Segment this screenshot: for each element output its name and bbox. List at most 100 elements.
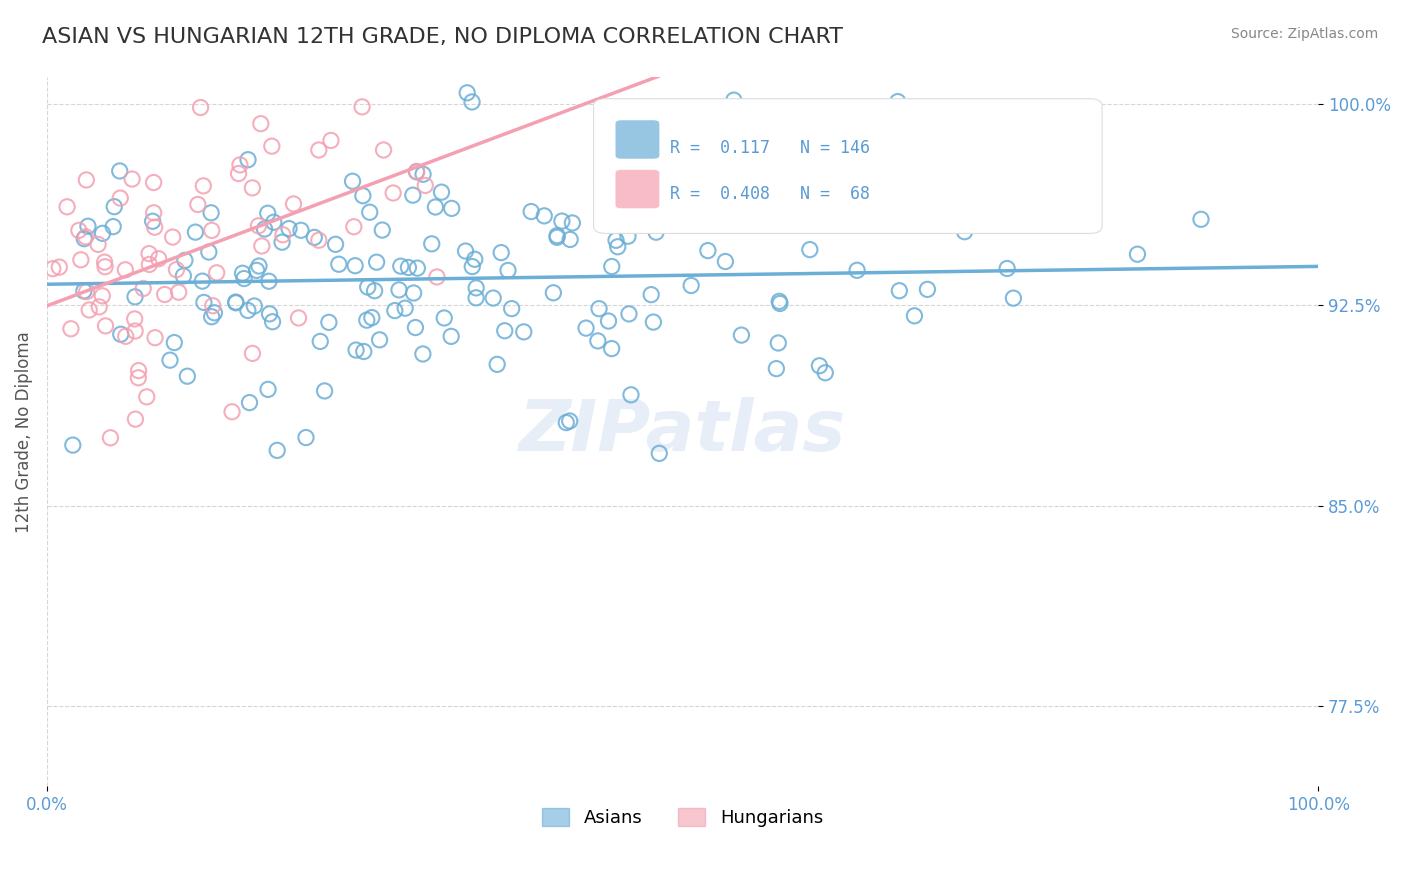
Point: [328, 257, 350, 271]
Point: [561, 216, 583, 230]
Point: [128, 363, 150, 377]
Point: [600, 342, 623, 356]
Point: [461, 260, 484, 274]
Point: [250, 239, 273, 253]
Y-axis label: 12th Grade, No Diploma: 12th Grade, No Diploma: [15, 331, 32, 533]
Point: [501, 301, 523, 316]
Point: [352, 100, 374, 114]
Point: [162, 230, 184, 244]
Point: [271, 235, 294, 250]
Point: [605, 233, 627, 247]
Text: R =  0.408   N =  68: R = 0.408 N = 68: [669, 186, 870, 203]
Point: [546, 230, 568, 244]
Point: [546, 228, 568, 243]
Point: [263, 215, 285, 229]
Point: [114, 329, 136, 343]
Point: [257, 383, 280, 397]
Point: [172, 268, 194, 283]
Point: [389, 259, 412, 273]
Point: [643, 315, 665, 329]
Point: [404, 320, 426, 334]
Point: [808, 359, 831, 373]
Point: [496, 263, 519, 277]
Point: [371, 223, 394, 237]
Text: Source: ZipAtlas.com: Source: ZipAtlas.com: [1230, 27, 1378, 41]
Point: [464, 252, 486, 267]
Point: [430, 185, 453, 199]
Point: [77, 302, 100, 317]
Point: [586, 334, 609, 348]
Point: [132, 281, 155, 295]
Point: [266, 443, 288, 458]
Point: [482, 291, 505, 305]
Point: [513, 325, 536, 339]
Point: [225, 295, 247, 310]
Point: [440, 329, 463, 343]
Point: [200, 206, 222, 220]
Point: [555, 416, 578, 430]
Point: [221, 405, 243, 419]
Point: [769, 296, 792, 310]
Point: [236, 153, 259, 167]
Point: [242, 346, 264, 360]
Point: [124, 412, 146, 426]
Point: [153, 287, 176, 301]
Point: [425, 200, 447, 214]
Text: ZIPatlas: ZIPatlas: [519, 398, 846, 467]
Point: [110, 327, 132, 342]
Point: [560, 232, 582, 246]
Point: [413, 178, 436, 193]
Point: [124, 290, 146, 304]
Point: [94, 260, 117, 274]
Point: [344, 343, 367, 357]
Point: [465, 291, 488, 305]
FancyBboxPatch shape: [616, 169, 659, 209]
Point: [159, 353, 181, 368]
Point: [91, 289, 114, 303]
Point: [520, 204, 543, 219]
Point: [87, 237, 110, 252]
Point: [176, 369, 198, 384]
Point: [108, 164, 131, 178]
Point: [70, 252, 93, 267]
Point: [233, 271, 256, 285]
Point: [551, 214, 574, 228]
Point: [201, 310, 224, 324]
Point: [174, 253, 197, 268]
Point: [730, 328, 752, 343]
Point: [394, 301, 416, 316]
Point: [889, 284, 911, 298]
Point: [768, 336, 790, 351]
Point: [59, 322, 82, 336]
Point: [575, 321, 598, 335]
Point: [204, 306, 226, 320]
Point: [93, 255, 115, 269]
Point: [696, 244, 718, 258]
Point: [620, 388, 643, 402]
Point: [167, 285, 190, 300]
Point: [325, 237, 347, 252]
Point: [287, 310, 309, 325]
Point: [352, 188, 374, 202]
Point: [201, 299, 224, 313]
Point: [283, 197, 305, 211]
Point: [56, 200, 79, 214]
Point: [1126, 247, 1149, 261]
Point: [193, 178, 215, 193]
Point: [396, 260, 419, 275]
Point: [308, 143, 330, 157]
Point: [765, 361, 787, 376]
Text: ASIAN VS HUNGARIAN 12TH GRADE, NO DIPLOMA CORRELATION CHART: ASIAN VS HUNGARIAN 12TH GRADE, NO DIPLOM…: [42, 27, 844, 46]
Point: [558, 414, 581, 428]
Point: [799, 243, 821, 257]
FancyBboxPatch shape: [593, 99, 1102, 234]
Point: [1002, 291, 1025, 305]
Point: [100, 431, 122, 445]
Point: [89, 300, 111, 314]
Point: [319, 133, 342, 147]
Point: [73, 232, 96, 246]
Point: [650, 200, 672, 214]
Point: [363, 284, 385, 298]
Point: [256, 206, 278, 220]
Point: [201, 223, 224, 237]
